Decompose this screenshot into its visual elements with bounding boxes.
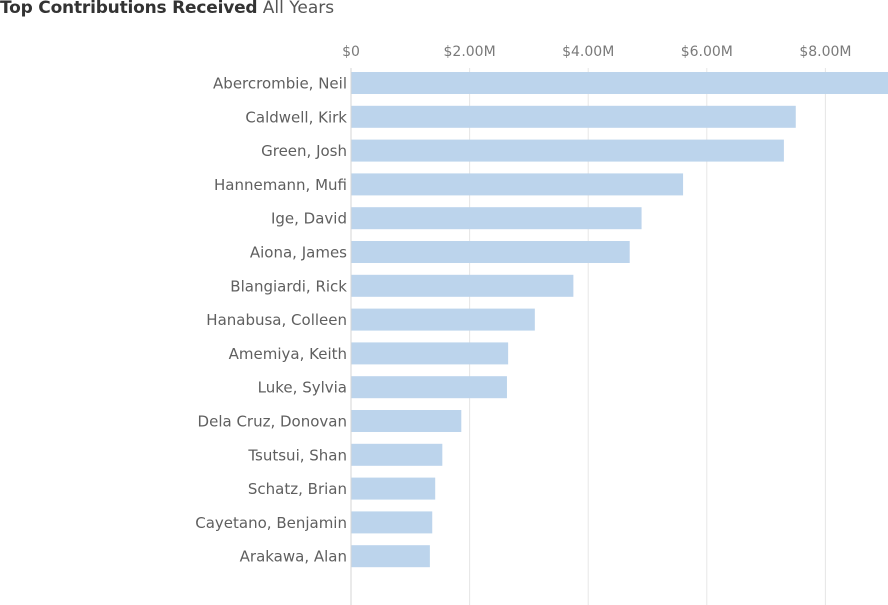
bar — [351, 207, 642, 230]
category-label: Hannemann, Mufi — [214, 176, 347, 194]
bars — [351, 72, 888, 568]
category-label: Tsutsui, Shan — [247, 446, 347, 464]
category-label: Cayetano, Benjamin — [195, 514, 347, 532]
x-tick-label: $8.00M — [799, 44, 851, 60]
chart-title-sub: All Years — [262, 0, 335, 18]
category-labels: Abercrombie, Neil Caldwell, Kirk Green, Jo… — [195, 75, 347, 566]
chart-title: Top Contributions Received All Years — [0, 0, 334, 18]
bar — [351, 173, 684, 196]
bar — [351, 139, 784, 162]
x-axis-ticks: $0 $2.00M $4.00M $6.00M $8.00M — [342, 44, 851, 60]
bar — [351, 511, 433, 534]
bar — [351, 376, 507, 399]
bar — [351, 410, 462, 432]
bar — [351, 545, 430, 568]
category-label: Luke, Sylvia — [258, 379, 347, 397]
category-label: Dela Cruz, Donovan — [198, 413, 347, 431]
bar — [351, 72, 888, 94]
category-label: Caldwell, Kirk — [245, 108, 347, 126]
bar — [351, 308, 535, 331]
category-label: Abercrombie, Neil — [213, 75, 347, 93]
x-tick-label: $0 — [342, 44, 360, 60]
bar — [351, 274, 574, 297]
bar — [351, 105, 796, 128]
chart-title-main: Top Contributions Received — [0, 0, 258, 18]
category-label: Amemiya, Keith — [229, 345, 347, 363]
x-tick-label: $4.00M — [562, 44, 614, 60]
category-label: Green, Josh — [261, 142, 347, 160]
category-label: Aiona, James — [250, 244, 347, 262]
category-label: Schatz, Brian — [248, 480, 347, 498]
category-label: Ige, David — [271, 210, 347, 228]
category-label: Blangiardi, Rick — [230, 277, 347, 295]
category-label: Hanabusa, Colleen — [206, 311, 347, 329]
bar — [351, 342, 509, 365]
bar — [351, 477, 436, 500]
bar — [351, 241, 630, 263]
category-label: Arakawa, Alan — [240, 548, 347, 566]
bar — [351, 443, 443, 466]
x-tick-label: $6.00M — [681, 44, 733, 60]
x-tick-label: $2.00M — [444, 44, 496, 60]
